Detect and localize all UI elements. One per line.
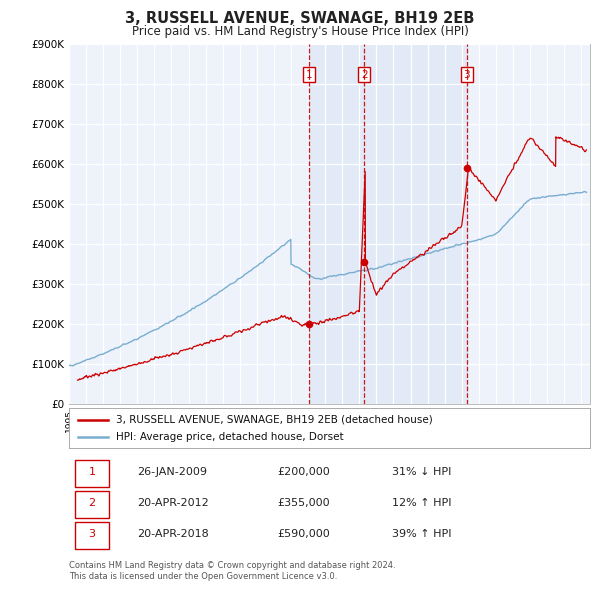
Text: £355,000: £355,000 bbox=[277, 498, 330, 508]
Text: 3, RUSSELL AVENUE, SWANAGE, BH19 2EB: 3, RUSSELL AVENUE, SWANAGE, BH19 2EB bbox=[125, 11, 475, 25]
Text: 3: 3 bbox=[464, 70, 470, 80]
FancyBboxPatch shape bbox=[75, 460, 109, 487]
Text: £200,000: £200,000 bbox=[277, 467, 330, 477]
Text: 20-APR-2012: 20-APR-2012 bbox=[137, 498, 208, 508]
Text: 26-JAN-2009: 26-JAN-2009 bbox=[137, 467, 207, 477]
Text: 3: 3 bbox=[88, 529, 95, 539]
FancyBboxPatch shape bbox=[75, 491, 109, 517]
Text: 1: 1 bbox=[88, 467, 95, 477]
Text: 3, RUSSELL AVENUE, SWANAGE, BH19 2EB (detached house): 3, RUSSELL AVENUE, SWANAGE, BH19 2EB (de… bbox=[116, 415, 433, 425]
FancyBboxPatch shape bbox=[75, 522, 109, 549]
Text: Contains HM Land Registry data © Crown copyright and database right 2024.: Contains HM Land Registry data © Crown c… bbox=[69, 560, 395, 569]
Text: £590,000: £590,000 bbox=[277, 529, 330, 539]
Text: 1: 1 bbox=[306, 70, 313, 80]
Text: Price paid vs. HM Land Registry's House Price Index (HPI): Price paid vs. HM Land Registry's House … bbox=[131, 25, 469, 38]
Text: 31% ↓ HPI: 31% ↓ HPI bbox=[392, 467, 451, 477]
Text: HPI: Average price, detached house, Dorset: HPI: Average price, detached house, Dors… bbox=[116, 432, 343, 442]
Text: 2: 2 bbox=[88, 498, 95, 508]
Text: This data is licensed under the Open Government Licence v3.0.: This data is licensed under the Open Gov… bbox=[69, 572, 337, 581]
Text: 20-APR-2018: 20-APR-2018 bbox=[137, 529, 208, 539]
Text: 12% ↑ HPI: 12% ↑ HPI bbox=[392, 498, 451, 508]
Bar bbox=[309, 44, 467, 404]
Text: 39% ↑ HPI: 39% ↑ HPI bbox=[392, 529, 451, 539]
Text: 2: 2 bbox=[361, 70, 368, 80]
